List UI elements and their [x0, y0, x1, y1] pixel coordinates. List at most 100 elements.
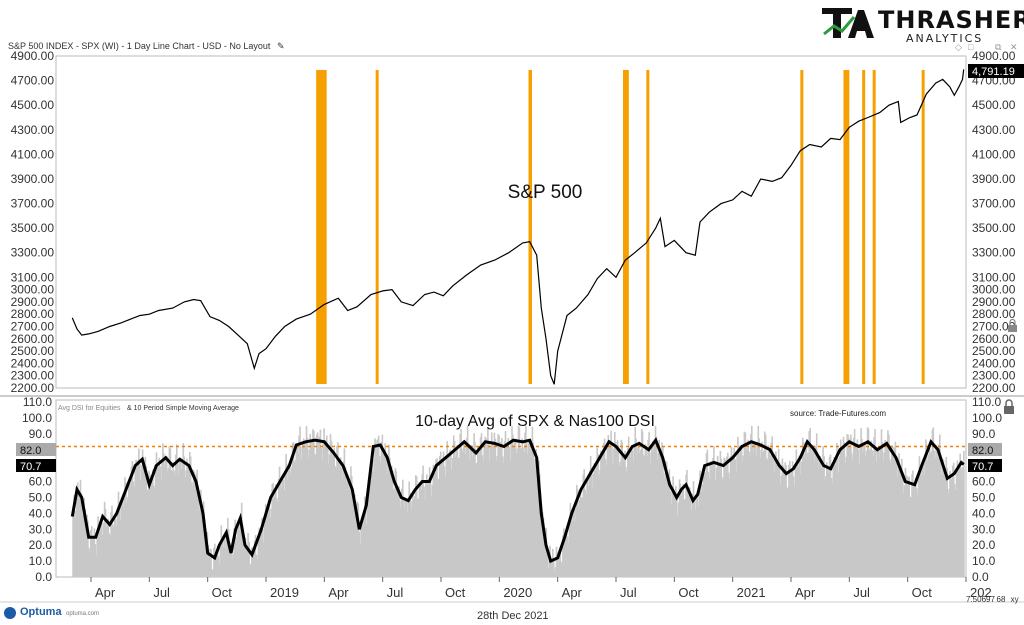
dsi-bar — [354, 507, 357, 577]
dsi-bar — [164, 466, 166, 577]
dsi-bar — [814, 461, 816, 577]
dsi-bar — [715, 467, 718, 577]
highlight-band — [843, 70, 850, 384]
dsi-bar — [775, 451, 777, 577]
dsi-bar — [338, 461, 340, 577]
pencil-icon[interactable]: ✎ — [276, 41, 285, 51]
dsi-bar — [391, 470, 394, 577]
dsi-bar — [690, 510, 693, 577]
dsi-bar — [276, 497, 278, 577]
dsi-bar — [722, 477, 724, 577]
dsi-bar — [356, 501, 359, 577]
dsi-bar — [137, 460, 139, 577]
dsi-bar — [857, 449, 860, 577]
dsi-bar — [431, 484, 434, 577]
dsi-bar — [683, 499, 685, 577]
dsi-bar — [876, 461, 878, 577]
dsi-legend-2: & 10 Period Simple Moving Average — [127, 405, 239, 412]
diamond-icon[interactable]: ◇ — [955, 42, 962, 52]
square-icon[interactable]: □ — [968, 42, 974, 52]
dsi-bar — [500, 441, 502, 577]
dsi-bar — [262, 529, 264, 577]
dsi-bar — [177, 473, 180, 577]
dsi-bar — [155, 452, 158, 577]
dsi-bar — [540, 521, 543, 577]
dsi-bar — [689, 499, 692, 577]
dsi-bar — [294, 460, 297, 577]
dsi-bar — [685, 474, 687, 577]
dsi-bar — [520, 448, 523, 577]
dsi-bar — [170, 470, 173, 577]
dsi-bar — [819, 456, 822, 577]
dsi-bar — [567, 543, 570, 577]
dsi-bar — [919, 468, 922, 577]
dsi-bar — [94, 544, 97, 577]
dsi-bar — [268, 501, 271, 577]
dsi-bar — [864, 456, 867, 577]
dsi-bar — [541, 512, 544, 577]
dsi-bar — [330, 440, 333, 577]
dsi-bar — [495, 460, 498, 577]
dsi-bar — [737, 436, 739, 577]
dsi-tick-label-right: 10.0 — [972, 554, 996, 568]
dsi-bar — [271, 484, 273, 577]
dsi-bar — [873, 437, 875, 577]
dsi-bar — [106, 522, 109, 577]
dsi-bar — [582, 474, 585, 577]
dsi-bar — [902, 493, 905, 577]
dsi-bar — [286, 464, 288, 577]
dsi-bar — [222, 547, 224, 577]
dsi-bar — [908, 477, 910, 577]
close-icon[interactable]: ✕ — [1010, 42, 1018, 52]
dsi-bar — [472, 451, 474, 577]
optuma-url[interactable]: optuma.com — [66, 611, 100, 617]
copy-icon[interactable]: ⧉ — [995, 42, 1002, 52]
logo-sub: ANALYTICS — [906, 32, 984, 45]
y-tick-label-right: 4300.00 — [972, 123, 1016, 137]
highlight-band — [921, 70, 925, 384]
dsi-bar — [598, 475, 600, 577]
dsi-bar — [487, 427, 489, 577]
dsi-bar — [260, 530, 262, 577]
dsi-bar — [110, 511, 112, 577]
dsi-bar — [186, 458, 188, 577]
dsi-bar — [817, 468, 820, 577]
dsi-bar — [514, 439, 516, 577]
dsi-bar — [526, 443, 528, 577]
dsi-bar — [803, 456, 806, 577]
dsi-bar — [878, 457, 881, 577]
dsi-bar — [756, 442, 759, 577]
dsi-bar — [611, 446, 613, 577]
dsi-bar — [211, 569, 213, 577]
dsi-bar — [709, 462, 711, 577]
dsi-bar — [957, 470, 960, 577]
dsi-bar — [923, 475, 925, 577]
dsi-bar — [512, 434, 514, 577]
lock-icon-top[interactable] — [1008, 318, 1017, 333]
highlight-band — [862, 70, 866, 384]
dsi-bar — [103, 501, 106, 577]
dsi-bar — [148, 470, 150, 577]
dsi-bar — [240, 502, 243, 577]
dsi-bar — [961, 481, 963, 577]
dsi-bar — [528, 439, 531, 577]
dsi-bar — [310, 440, 312, 577]
dsi-bar — [151, 476, 153, 577]
dsi-bar — [530, 441, 533, 577]
dsi-bar — [405, 500, 408, 577]
dsi-bar — [89, 530, 92, 577]
dsi-bar — [133, 486, 135, 577]
dsi-bar — [577, 489, 579, 577]
dsi-bar — [787, 487, 789, 577]
dsi-bar — [568, 520, 571, 577]
dsi-bar — [177, 463, 179, 577]
dsi-bar — [646, 456, 648, 577]
lock-icon[interactable] — [1004, 399, 1014, 414]
zoom-readout[interactable]: 7.50697 68 xy — [966, 595, 1019, 604]
dsi-bar — [319, 429, 322, 577]
x-tick-label: 2021 — [737, 585, 766, 600]
dsi-bar — [834, 465, 836, 577]
dsi-bar — [488, 444, 490, 577]
x-tick-label: Apr — [328, 585, 349, 600]
dsi-bar — [417, 499, 420, 577]
